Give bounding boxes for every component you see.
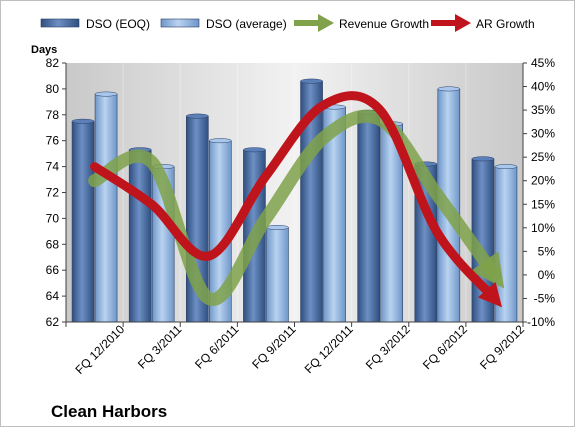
bar-dso-average	[94, 91, 118, 323]
y2-tick-label: 15%	[531, 197, 555, 211]
legend-item: DSO (EOQ)	[40, 17, 150, 31]
bar-body	[128, 149, 152, 323]
y2-tick-label: 45%	[531, 56, 555, 70]
bar-body	[71, 120, 95, 323]
bar-top	[243, 147, 266, 153]
y2-tick-label: 20%	[531, 174, 555, 188]
company-name: Clean Harbors	[51, 402, 167, 421]
bar-top	[71, 118, 95, 124]
bar-top	[471, 156, 495, 162]
x-tick-label: FQ 9/2011	[249, 322, 299, 372]
bar-top	[437, 86, 461, 92]
revenue-growth-arrow	[88, 109, 505, 306]
bar-dso-eoq	[128, 147, 152, 323]
bar-top	[266, 225, 289, 230]
y2-tick-label: 5%	[538, 244, 556, 258]
y-tick-label: 78	[46, 108, 60, 122]
x-tick-label: FQ 12/2010	[73, 322, 128, 377]
legend-label: DSO (average)	[206, 17, 287, 31]
x-tick-label: FQ 6/2011	[192, 322, 242, 372]
y-tick-label: 74	[46, 160, 60, 174]
x-tick-label: FQ 3/2011	[135, 322, 185, 372]
y2-tick-label: 10%	[531, 221, 555, 235]
bar-top	[186, 113, 209, 119]
y2-tick-label: 0%	[538, 268, 556, 282]
y-tick-label: 62	[46, 315, 60, 329]
bar-dso-average	[266, 225, 289, 323]
legend-label: AR Growth	[476, 17, 535, 31]
ar-growth-arrow	[90, 91, 503, 308]
y-tick-label: 72	[46, 186, 60, 200]
legend-swatch-arrowhead	[318, 14, 334, 32]
legend-label: Revenue Growth	[339, 17, 429, 31]
y2-tick-label: -10%	[527, 315, 555, 329]
legend-item: Revenue Growth	[294, 14, 429, 32]
y2-tick-label: 40%	[531, 80, 555, 94]
y2-tick-label: 35%	[531, 103, 555, 117]
legend-item: AR Growth	[431, 14, 535, 32]
bar-body	[94, 93, 118, 323]
legend-swatch	[160, 18, 200, 28]
bar-body	[357, 111, 380, 323]
y2-tick-label: -5%	[534, 291, 556, 305]
bar-dso-eoq	[71, 118, 95, 323]
y-tick-label: 68	[46, 237, 60, 251]
category-gridlines	[122, 63, 467, 322]
legend-item: DSO (average)	[160, 17, 287, 31]
y-tick-label: 66	[46, 263, 60, 277]
x-tick-label: FQ 6/2012	[420, 322, 470, 372]
bar-top	[300, 78, 323, 84]
y2-tick-label: 25%	[531, 150, 555, 164]
y-tick-label: 64	[46, 289, 60, 303]
bar-top	[94, 91, 118, 97]
y-tick-label: 76	[46, 134, 60, 148]
y-axis-title: Days	[31, 44, 57, 56]
y-tick-label: 70	[46, 211, 60, 225]
legend-swatch	[40, 18, 80, 28]
x-tick-label: FQ 12/2011	[302, 322, 356, 376]
growth-arrows-group	[88, 91, 505, 308]
legend: DSO (EOQ) DSO (average) Revenue Growth AR G…	[40, 14, 535, 32]
bar-body	[266, 227, 289, 323]
legend-label: DSO (EOQ)	[86, 17, 150, 31]
x-tick-label: FQ 9/2012	[477, 322, 527, 372]
legend-swatch-arrowhead	[455, 14, 471, 32]
x-tick-label: FQ 3/2012	[363, 322, 413, 372]
y-tick-label: 80	[46, 82, 60, 96]
y2-tick-label: 30%	[531, 127, 555, 141]
bar-top	[494, 164, 518, 170]
bar-dso-eoq	[357, 109, 380, 323]
bar-top	[209, 138, 232, 144]
y-tick-label: 82	[46, 56, 60, 70]
